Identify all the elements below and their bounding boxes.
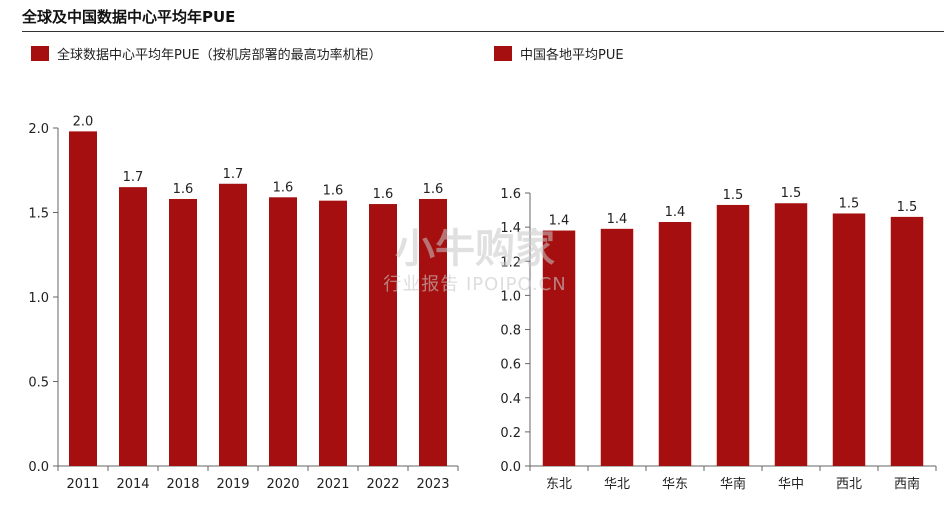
global-pue-bar — [119, 187, 147, 466]
global-pue-data-label: 1.6 — [273, 180, 294, 195]
global-pue-ytick-label: 1.5 — [28, 207, 49, 222]
china-pue-ytick-label: 0.6 — [500, 358, 521, 373]
global-pue-bar — [419, 198, 447, 467]
china-pue-data-label: 1.5 — [723, 188, 744, 203]
global-pue-data-label: 1.6 — [173, 182, 194, 197]
china-pue-bar — [890, 216, 924, 466]
global-pue-data-label: 2.0 — [73, 114, 94, 129]
global-pue-data-label: 1.6 — [323, 184, 344, 199]
global-pue-xtick-label: 2021 — [316, 477, 349, 492]
china-pue-data-label: 1.5 — [897, 200, 918, 215]
china-pue-data-label: 1.5 — [839, 196, 860, 211]
china-pue-bar — [716, 204, 750, 466]
global-pue-bar — [69, 131, 97, 466]
global-pue-bar — [369, 204, 397, 467]
global-pue-xtick-label: 2019 — [216, 477, 249, 492]
global-pue-xtick-label: 2020 — [266, 477, 299, 492]
global-pue-bar — [269, 197, 297, 467]
page-title: 全球及中国数据中心平均年PUE — [22, 8, 236, 26]
global-pue-xtick-label: 2014 — [116, 477, 149, 492]
china-pue-ytick-label: 1.2 — [500, 255, 521, 270]
legend-item-china: 中国各地平均PUE — [494, 44, 624, 63]
china-pue-xtick-label: 东北 — [546, 477, 572, 492]
china-pue-xtick-label: 西南 — [894, 476, 920, 492]
china-pue-xtick-label: 华南 — [720, 476, 746, 492]
legend-label-china: 中国各地平均PUE — [520, 47, 624, 63]
global-pue-data-label: 1.6 — [423, 182, 444, 197]
china-pue-bar — [600, 228, 634, 466]
global-pue-ytick-label: 0.0 — [28, 460, 49, 475]
global-pue-xtick-label: 2018 — [166, 477, 199, 492]
watermark: 小牛购家 行业报告 IPOIPO.CN — [383, 226, 566, 295]
global-pue-bar — [219, 183, 247, 466]
global-pue-ytick-label: 1.0 — [28, 291, 49, 306]
china-regional-pue-chart: 0.0 0.2 0.4 0.6 0.8 1.0 1.2 1.4 1.6 1.4 东北 1.4 华北 1.4… — [500, 186, 937, 492]
china-pue-bar — [832, 213, 866, 466]
global-pue-bar — [169, 198, 197, 467]
global-pue-xtick-label: 2023 — [416, 477, 449, 492]
watermark-sub-text: 行业报告 IPOIPO.CN — [383, 274, 566, 295]
china-pue-xtick-label: 西北 — [836, 477, 862, 492]
watermark-main-text: 小牛购家 — [395, 226, 555, 272]
china-pue-ytick-label: 0.2 — [500, 426, 521, 441]
china-pue-bar — [542, 230, 576, 466]
china-pue-xtick-label: 华中 — [778, 477, 804, 492]
global-pue-xtick-label: 2022 — [366, 477, 399, 492]
china-pue-xtick-label: 华北 — [604, 477, 630, 492]
china-pue-data-label: 1.4 — [549, 214, 570, 229]
china-pue-ytick-label: 1.6 — [500, 187, 521, 202]
china-pue-ytick-label: 1.0 — [500, 289, 521, 304]
legend-swatch-global — [31, 45, 49, 61]
global-pue-data-label: 1.6 — [373, 187, 394, 202]
china-pue-data-label: 1.5 — [781, 186, 802, 201]
china-pue-ytick-label: 0.8 — [500, 324, 521, 339]
global-pue-ytick-label: 0.5 — [28, 376, 49, 391]
china-pue-ytick-label: 1.4 — [500, 221, 521, 236]
global-pue-data-label: 1.7 — [223, 167, 244, 182]
legend-swatch-china — [494, 45, 512, 61]
china-pue-ytick-label: 0.0 — [500, 460, 521, 475]
china-pue-bar — [658, 222, 692, 466]
legend-item-global: 全球数据中心平均年PUE（按机房部署的最高功率机柜） — [31, 44, 382, 63]
legend-label-global: 全球数据中心平均年PUE（按机房部署的最高功率机柜） — [57, 47, 382, 63]
global-pue-chart: 0.0 0.5 1.0 1.5 2.0 2.0 2011 1.7 2014 1.6 2018 1.7 2… — [28, 114, 459, 492]
china-pue-xtick-label: 华东 — [662, 477, 688, 492]
china-pue-ytick-label: 0.4 — [500, 392, 521, 407]
china-pue-bar — [774, 203, 808, 467]
global-pue-data-label: 1.7 — [123, 170, 144, 185]
china-pue-data-label: 1.4 — [607, 212, 628, 227]
title-divider — [22, 31, 944, 32]
global-pue-bar — [319, 200, 347, 467]
global-pue-xtick-label: 2011 — [66, 477, 99, 492]
china-pue-data-label: 1.4 — [665, 205, 686, 220]
global-pue-ytick-label: 2.0 — [28, 122, 49, 137]
